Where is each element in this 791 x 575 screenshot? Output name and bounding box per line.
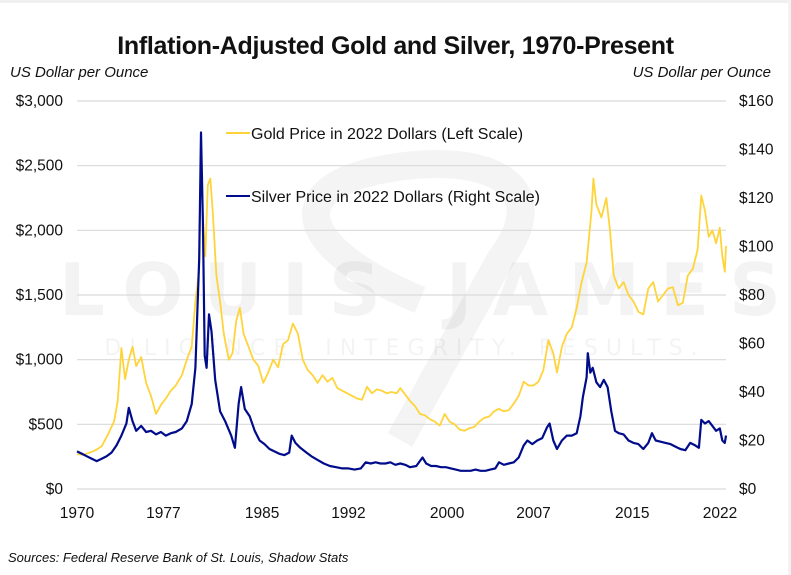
watermark-tagline: DILIGENCE. INTEGRITY. RESULTS.	[104, 336, 705, 361]
x-tick-label: 2007	[516, 505, 550, 522]
left-y-tick-label: $2,500	[16, 158, 64, 175]
left-y-tick-label: $2,000	[16, 222, 64, 239]
right-y-tick-label: $100	[739, 239, 774, 256]
right-axis-unit-label: US Dollar per Ounce	[632, 64, 771, 81]
x-tick-label: 1992	[331, 505, 365, 522]
left-y-tick-label: $0	[46, 481, 64, 498]
watermark: LOUIS JAMES DILIGENCE. INTEGRITY. RESULT…	[59, 150, 791, 447]
x-tick-label: 1970	[60, 505, 95, 522]
x-tick-label: 1985	[245, 505, 279, 522]
right-y-tick-label: $160	[739, 93, 774, 110]
right-border-strip	[788, 0, 791, 575]
watermark-brand: LOUIS JAMES	[59, 248, 791, 332]
left-y-tick-label: $500	[29, 416, 64, 433]
series-lines	[76, 131, 728, 472]
left-y-tick-label: $1,000	[16, 352, 64, 369]
left-y-tick-label: $3,000	[16, 93, 64, 110]
gridlines	[77, 100, 726, 490]
watermark-swoosh	[302, 150, 535, 447]
x-tick-label: 2000	[430, 505, 465, 522]
right-axis-ticks: $0 $20 $40 $60 $80 $100 $120 $140 $160	[739, 93, 774, 498]
right-y-tick-label: $80	[739, 287, 765, 304]
top-border-strip	[0, 0, 791, 3]
right-y-tick-label: $0	[739, 481, 757, 498]
left-axis-unit-label: US Dollar per Ounce	[10, 64, 149, 81]
legend: Gold Price in 2022 Dollars (Left Scale) S…	[226, 126, 540, 206]
right-y-tick-label: $120	[739, 190, 774, 207]
right-y-tick-label: $40	[739, 384, 765, 401]
x-tick-label: 1977	[146, 505, 180, 522]
gold-price-line	[76, 132, 727, 456]
chart-title: Inflation-Adjusted Gold and Silver, 1970…	[117, 32, 674, 60]
x-tick-label: 2015	[615, 505, 649, 522]
silver-price-line	[76, 131, 728, 472]
x-axis-ticks: 1970 1977 1985 1992 2000 2007 2015 2022	[60, 505, 737, 522]
x-tick-label: 2022	[703, 505, 737, 522]
right-y-tick-label: $20	[739, 433, 765, 450]
left-axis-ticks: $0 $500 $1,000 $1,500 $2,000 $2,500 $3,000	[16, 93, 64, 498]
right-y-tick-label: $140	[739, 142, 774, 159]
source-note: Sources: Federal Reserve Bank of St. Lou…	[8, 550, 349, 565]
right-y-tick-label: $60	[739, 336, 765, 353]
legend-label-gold: Gold Price in 2022 Dollars (Left Scale)	[251, 126, 523, 143]
left-y-tick-label: $1,500	[16, 287, 64, 304]
legend-label-silver: Silver Price in 2022 Dollars (Right Scal…	[251, 189, 540, 206]
